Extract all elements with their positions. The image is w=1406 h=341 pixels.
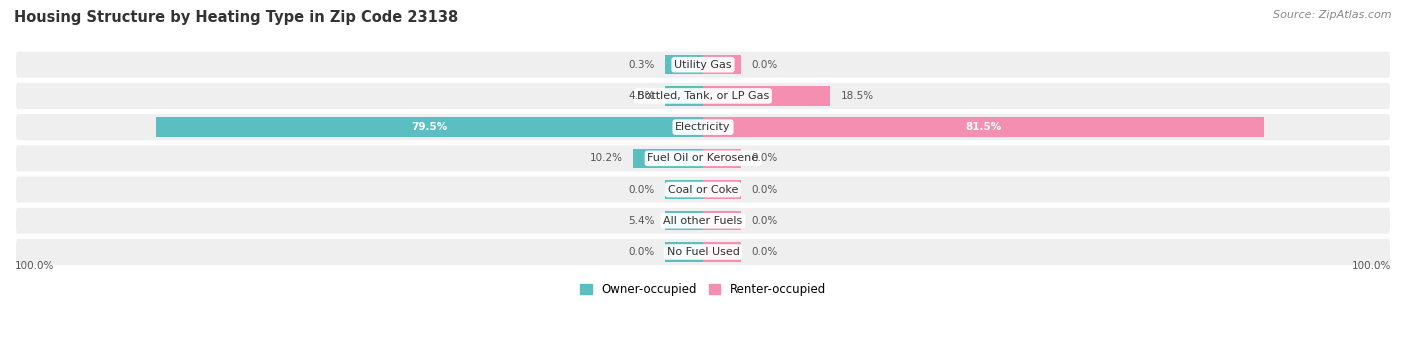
FancyBboxPatch shape	[15, 51, 1391, 79]
Text: 0.0%: 0.0%	[751, 60, 778, 70]
FancyBboxPatch shape	[15, 82, 1391, 110]
Bar	[703, 149, 741, 168]
Text: Fuel Oil or Kerosene: Fuel Oil or Kerosene	[647, 153, 759, 163]
Bar	[156, 117, 703, 137]
Bar	[665, 55, 703, 74]
Text: 0.0%: 0.0%	[751, 153, 778, 163]
Text: 10.2%: 10.2%	[589, 153, 623, 163]
FancyBboxPatch shape	[15, 238, 1391, 266]
Bar	[665, 86, 703, 106]
Text: Electricity: Electricity	[675, 122, 731, 132]
Text: 79.5%: 79.5%	[412, 122, 447, 132]
Text: Bottled, Tank, or LP Gas: Bottled, Tank, or LP Gas	[637, 91, 769, 101]
Text: 100.0%: 100.0%	[15, 261, 55, 271]
Bar	[633, 149, 703, 168]
FancyBboxPatch shape	[15, 144, 1391, 173]
Text: All other Fuels: All other Fuels	[664, 216, 742, 226]
Bar	[703, 55, 741, 74]
Bar	[703, 242, 741, 262]
Text: No Fuel Used: No Fuel Used	[666, 247, 740, 257]
Bar	[703, 117, 1264, 137]
FancyBboxPatch shape	[15, 207, 1391, 235]
Bar	[665, 180, 703, 199]
FancyBboxPatch shape	[15, 113, 1391, 141]
FancyBboxPatch shape	[15, 176, 1391, 204]
Text: 4.5%: 4.5%	[628, 91, 655, 101]
Text: 5.4%: 5.4%	[628, 216, 655, 226]
Text: 0.0%: 0.0%	[751, 184, 778, 195]
Text: Coal or Coke: Coal or Coke	[668, 184, 738, 195]
Text: 0.3%: 0.3%	[628, 60, 655, 70]
Text: 0.0%: 0.0%	[628, 247, 655, 257]
Bar	[703, 211, 741, 231]
Text: Source: ZipAtlas.com: Source: ZipAtlas.com	[1274, 10, 1392, 20]
Text: 0.0%: 0.0%	[751, 247, 778, 257]
Bar	[703, 180, 741, 199]
Text: 18.5%: 18.5%	[841, 91, 873, 101]
Text: 0.0%: 0.0%	[628, 184, 655, 195]
Text: 81.5%: 81.5%	[966, 122, 1001, 132]
Text: 0.0%: 0.0%	[751, 216, 778, 226]
Legend: Owner-occupied, Renter-occupied: Owner-occupied, Renter-occupied	[575, 279, 831, 301]
Bar	[665, 211, 703, 231]
Text: Utility Gas: Utility Gas	[675, 60, 731, 70]
Bar	[703, 86, 831, 106]
Bar	[665, 242, 703, 262]
Text: 100.0%: 100.0%	[1351, 261, 1391, 271]
Text: Housing Structure by Heating Type in Zip Code 23138: Housing Structure by Heating Type in Zip…	[14, 10, 458, 25]
